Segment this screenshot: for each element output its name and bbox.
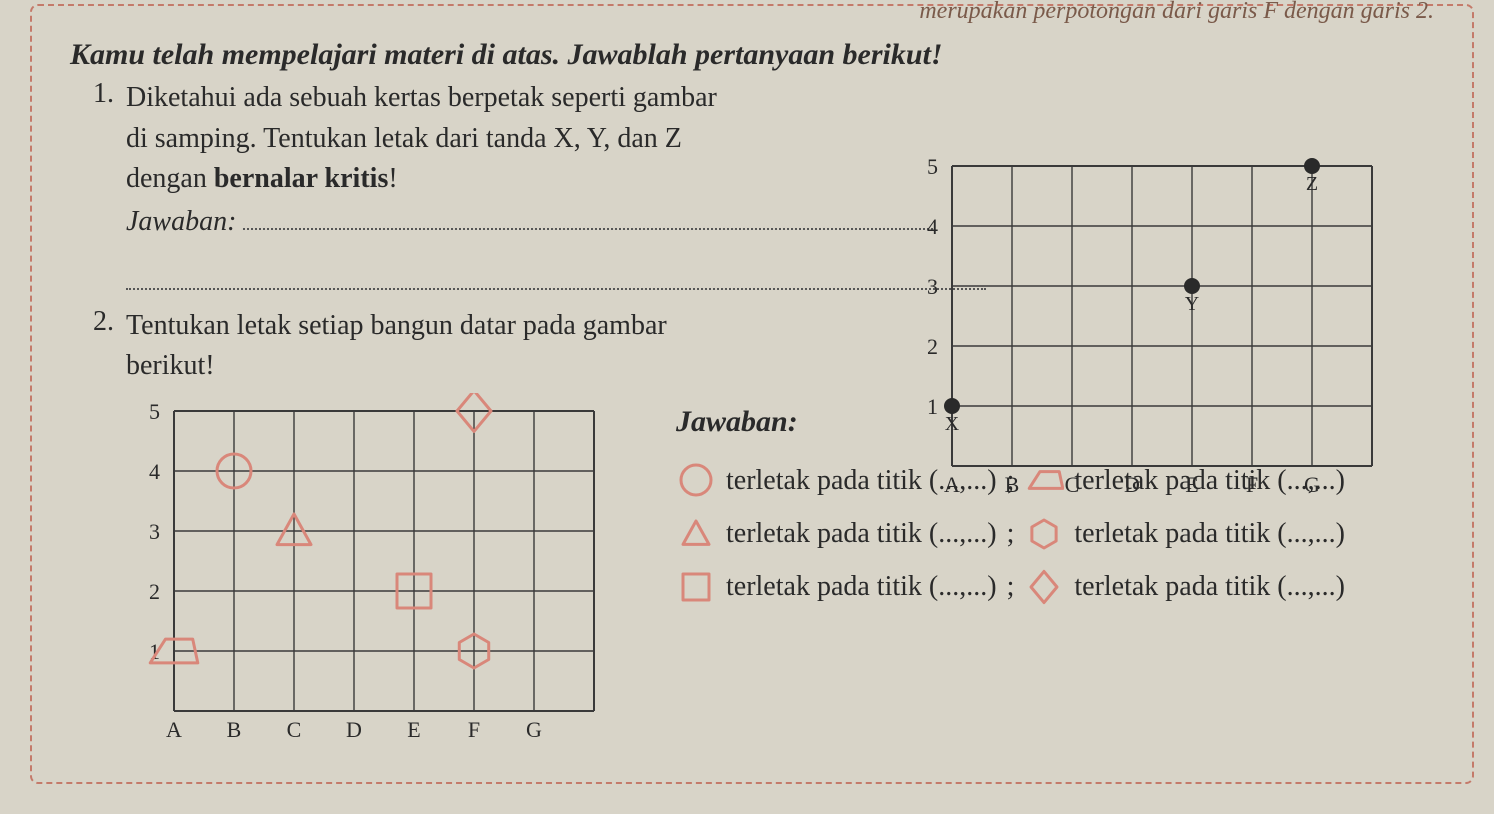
svg-text:5: 5 (927, 154, 938, 179)
svg-text:B: B (1005, 472, 1020, 497)
diamond-icon (1024, 569, 1064, 605)
sep3: ; (1007, 560, 1015, 613)
hexagon-icon (1024, 516, 1064, 552)
svg-text:3: 3 (149, 519, 160, 544)
svg-text:G: G (526, 717, 542, 742)
ans-triangle: terletak pada titik (...,...) (726, 507, 997, 560)
square-icon (676, 569, 716, 605)
svg-text:A: A (944, 472, 960, 497)
svg-text:E: E (1185, 472, 1198, 497)
circle-icon (676, 462, 716, 498)
q1-answer-line1 (243, 200, 933, 230)
ans-square: terletak pada titik (...,...) (726, 560, 997, 613)
svg-text:2: 2 (927, 334, 938, 359)
q1-line2: di samping. Tentukan letak dari tanda X,… (126, 123, 682, 154)
svg-text:D: D (346, 717, 362, 742)
svg-text:F: F (468, 717, 480, 742)
q2-line2: berikut! (126, 350, 215, 381)
q1-answer-line2 (126, 248, 986, 289)
ans-diamond: terletak pada titik (...,...) (1074, 560, 1345, 613)
q1-line3a: dengan (126, 163, 207, 194)
svg-text:3: 3 (927, 274, 938, 299)
svg-text:E: E (407, 717, 420, 742)
svg-text:Z: Z (1306, 173, 1318, 195)
svg-text:Y: Y (1185, 293, 1199, 315)
svg-text:4: 4 (927, 214, 938, 239)
svg-text:2: 2 (149, 579, 160, 604)
q1-line3-bold: bernalar kritis (214, 163, 388, 194)
grid-1: 1 2 3 4 5 A B C D E F G X Y Z (904, 148, 1424, 508)
grid-2: 12345ABCDEFG (126, 393, 646, 773)
svg-text:G: G (1304, 472, 1320, 497)
svg-text:4: 4 (149, 459, 160, 484)
triangle-icon (676, 516, 716, 552)
svg-text:C: C (287, 717, 302, 742)
q1-jawaban-label: Jawaban: (126, 206, 236, 237)
q1-number: 1. (70, 78, 126, 110)
svg-text:B: B (227, 717, 242, 742)
q2-line1: Tentukan letak setiap bangun datar pada … (126, 310, 667, 341)
intro-text: Kamu telah mempelajari materi di atas. J… (70, 38, 1454, 72)
q1-line3-end: ! (388, 163, 397, 194)
svg-text:X: X (945, 413, 960, 435)
sep2: ; (1007, 507, 1015, 560)
svg-text:5: 5 (149, 399, 160, 424)
svg-text:F: F (1246, 472, 1258, 497)
svg-text:A: A (166, 717, 182, 742)
top-cut-text: merupakan perpotongan dari garis F denga… (919, 0, 1434, 25)
svg-text:C: C (1065, 472, 1080, 497)
ans-hexagon: terletak pada titik (...,...) (1074, 507, 1345, 560)
svg-text:D: D (1124, 472, 1140, 497)
q2-number: 2. (70, 306, 126, 338)
svg-text:1: 1 (927, 394, 938, 419)
q1-line1: Diketahui ada sebuah kertas berpetak sep… (126, 82, 717, 113)
